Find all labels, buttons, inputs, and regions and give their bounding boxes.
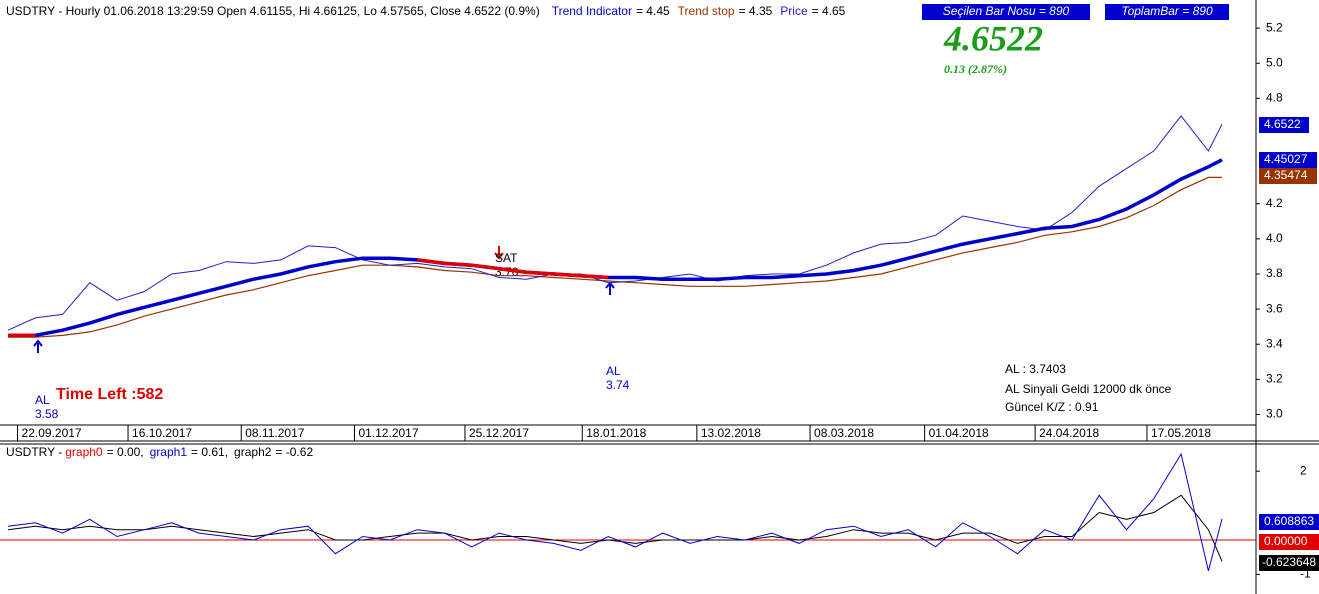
time-left: Time Left :582 [56, 386, 163, 403]
legend-name: graph2 [234, 445, 272, 459]
osc-title: USDTRY - [6, 445, 62, 459]
y-tick-label: 3.0 [1266, 407, 1283, 421]
x-tick-label: 08.03.2018 [814, 426, 874, 440]
y-tick-label: 4.0 [1266, 231, 1283, 245]
osc-tag [1259, 534, 1319, 550]
y-tick-label: 5.2 [1266, 20, 1283, 34]
series-line [7, 452, 1223, 572]
summary-line: AL Sinyali Geldi 12000 dk önce [1005, 382, 1172, 396]
legend-value: = 0.61, [191, 445, 228, 459]
x-tick-label: 22.09.2017 [22, 426, 82, 440]
y-tick-label: 5.0 [1266, 55, 1283, 69]
legend-name: graph1 [150, 445, 188, 459]
signal-value: 3.74 [606, 378, 630, 392]
x-tick-label: 18.01.2018 [586, 426, 646, 440]
legend-name: Trend stop [678, 4, 735, 18]
legend-value: = 4.45 [636, 4, 670, 18]
y-tick-label: 4.2 [1266, 196, 1283, 210]
legend-name: graph0 [65, 445, 103, 459]
osc-tag-text: -0.623648 [1262, 555, 1316, 569]
x-tick-label: 13.02.2018 [701, 426, 761, 440]
legend-name: Price [780, 4, 808, 18]
price-tag [1259, 152, 1317, 168]
signal-label: SAT [495, 251, 518, 265]
x-tick-label: 25.12.2017 [469, 426, 529, 440]
x-tick-label: 08.11.2017 [245, 426, 304, 440]
summary-line: AL : 3.7403 [1005, 362, 1066, 376]
price-tag-text: 4.35474 [1264, 168, 1308, 182]
big-price: 4.6522 [943, 18, 1043, 58]
signal-label: AL [606, 364, 621, 378]
osc-tag [1259, 555, 1319, 571]
x-tick-label: 24.04.2018 [1039, 426, 1099, 440]
legend-name: Trend Indicator [552, 4, 632, 18]
info-box [1105, 4, 1229, 20]
price-tag [1259, 168, 1317, 184]
x-tick-label: 17.05.2018 [1151, 426, 1211, 440]
price-change: 0.13 (2.87%) [944, 62, 1007, 76]
y-tick-label: 3.4 [1266, 336, 1283, 350]
x-tick-label: 01.04.2018 [929, 426, 989, 440]
y-tick-label: 3.2 [1266, 372, 1283, 386]
y-tick-label: 3.8 [1266, 266, 1283, 280]
price-tag [1259, 117, 1309, 133]
signal-value: 3.58 [35, 407, 59, 421]
legend-value: = -0.62 [275, 445, 313, 459]
summary-line: Güncel K/Z : 0.91 [1005, 400, 1099, 414]
series-line [8, 158, 1223, 338]
price-tag-text: 4.45027 [1264, 152, 1308, 166]
buy-arrow [33, 339, 43, 353]
y-tick-label: 4.8 [1266, 91, 1283, 105]
series-line [7, 115, 1223, 331]
y-tick-label: 2 [1300, 463, 1307, 477]
y-tick-label: -1 [1300, 567, 1311, 581]
legend-value: = 4.35 [739, 4, 773, 18]
info-box-text: ToplamBar = 890 [1121, 4, 1213, 18]
x-tick-label: 01.12.2017 [358, 426, 418, 440]
legend-value: = 4.65 [812, 4, 846, 18]
y-tick-label: 3.6 [1266, 301, 1283, 315]
sell-arrow [494, 246, 504, 260]
signal-label: AL [35, 393, 50, 407]
x-tick-label: 16.10.2017 [132, 426, 192, 440]
legend-value: = 0.00, [107, 445, 144, 459]
osc-tag-text: 0.608863 [1264, 514, 1314, 528]
chart-title: USDTRY - Hourly 01.06.2018 13:29:59 Open… [6, 4, 540, 18]
osc-tag-text: 0.00000 [1264, 534, 1308, 548]
info-box-text: Seçilen Bar Nosu = 890 [943, 4, 1070, 18]
trend-sell-segment [416, 258, 609, 280]
price-tag-text: 4.6522 [1264, 117, 1301, 131]
info-box [922, 4, 1090, 20]
osc-tag [1259, 514, 1319, 530]
